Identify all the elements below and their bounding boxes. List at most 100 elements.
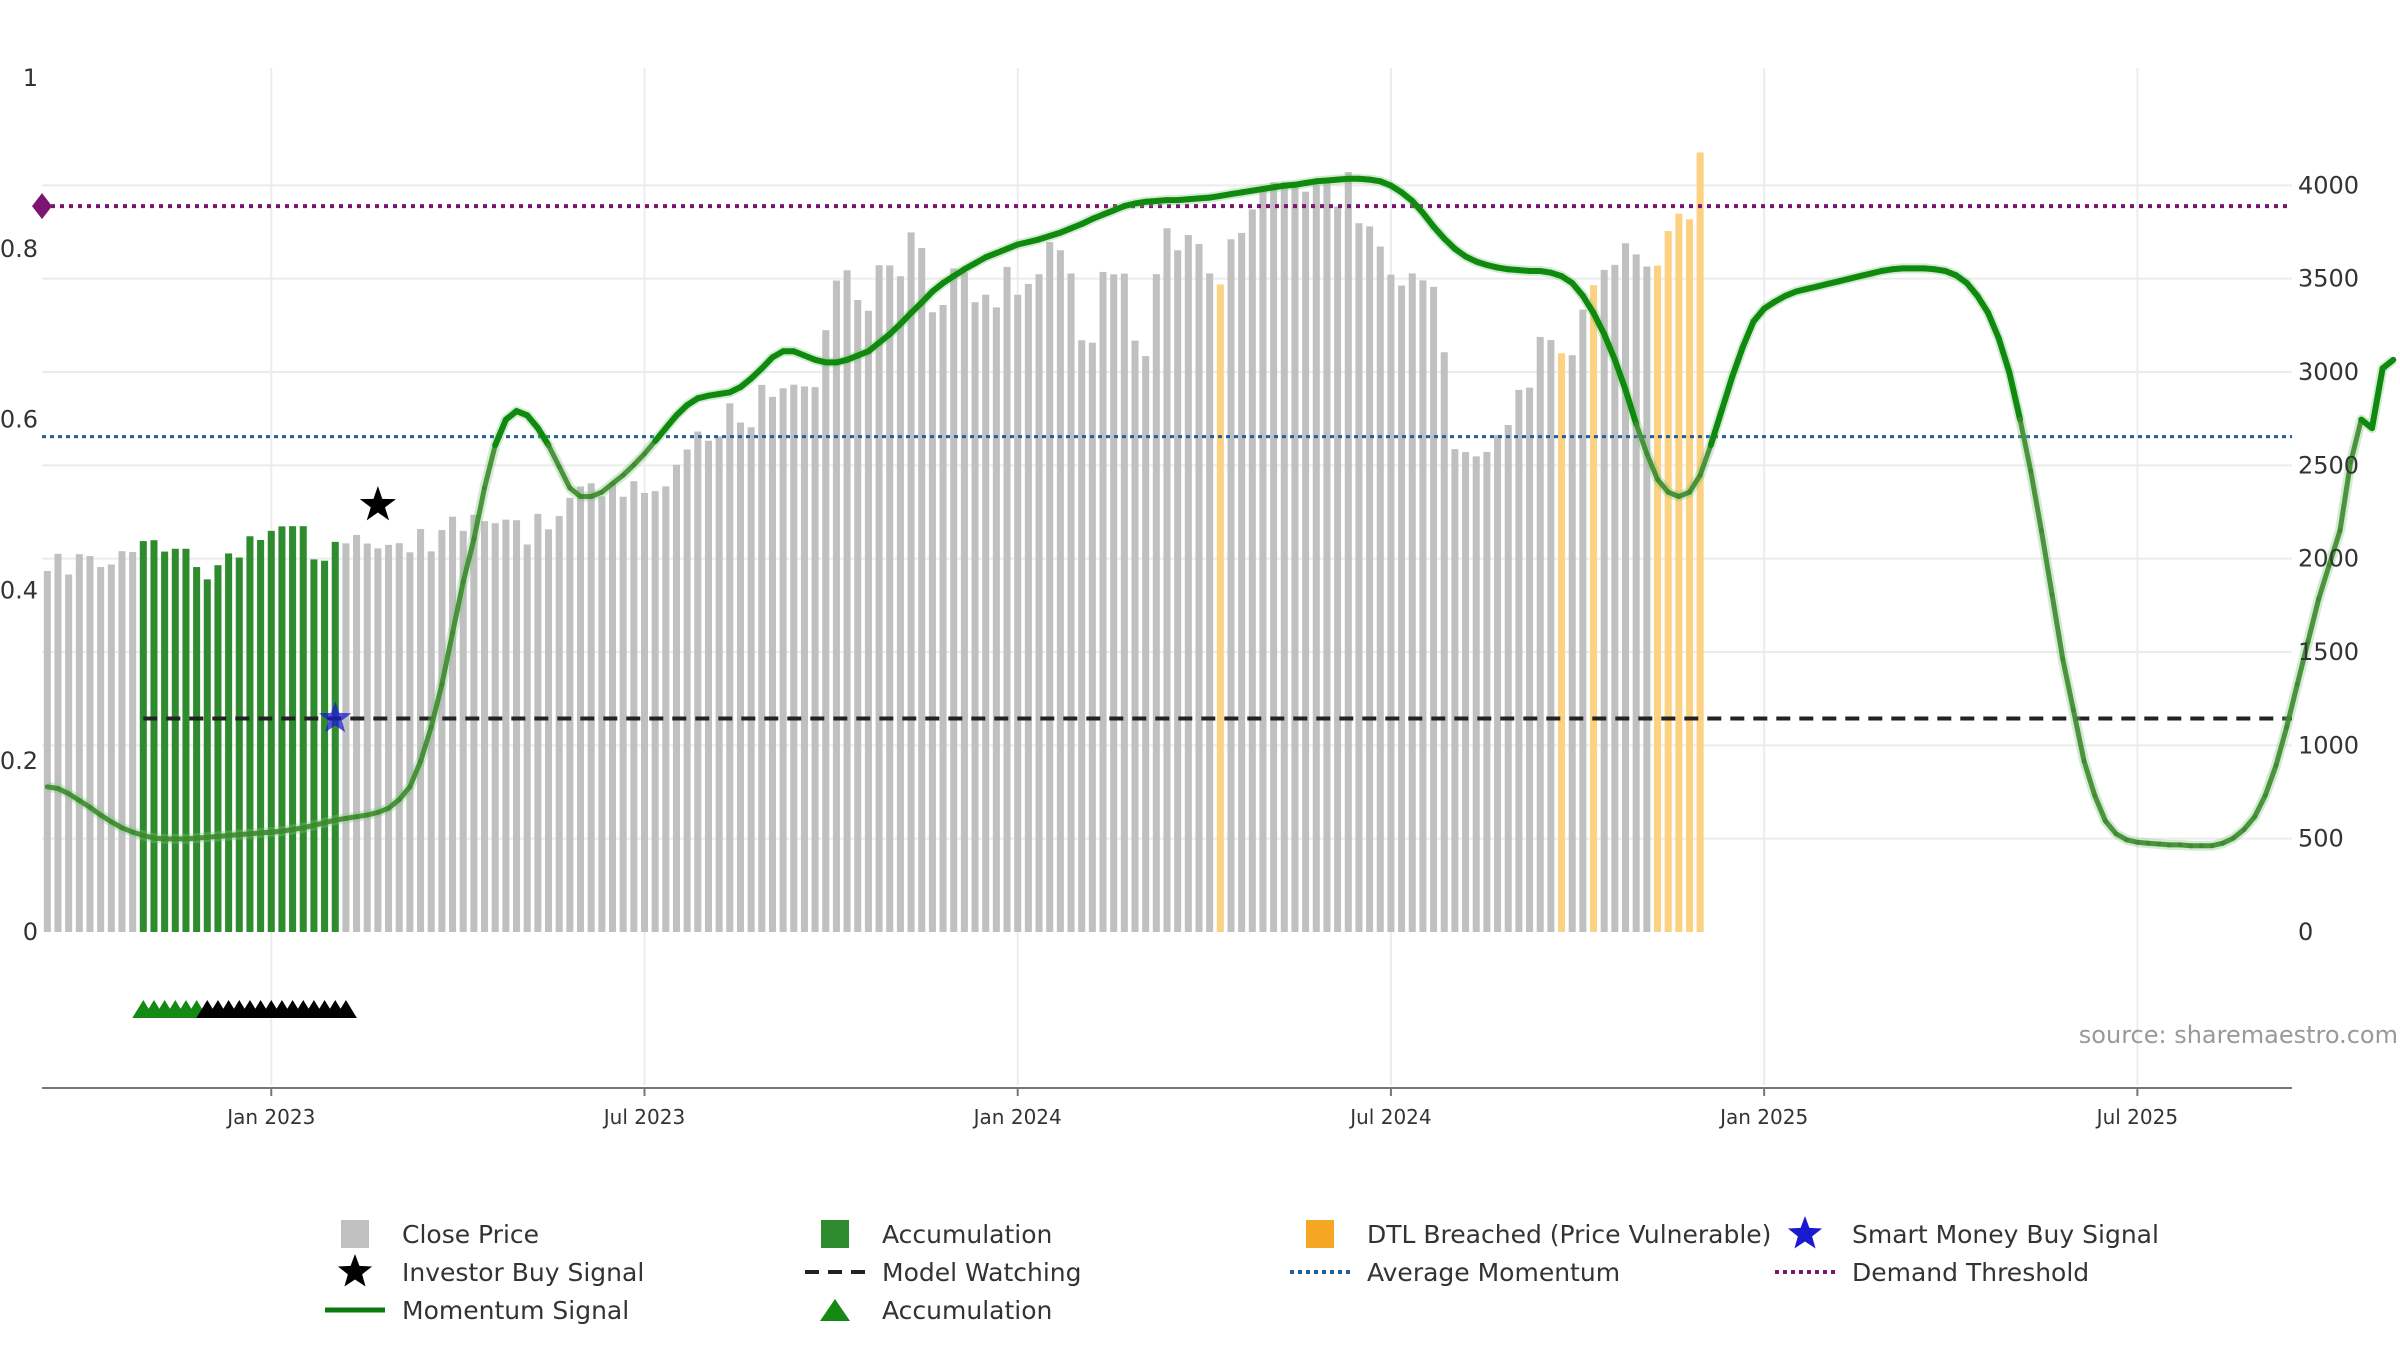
close-price-bar bbox=[342, 543, 350, 932]
close-price-bar bbox=[97, 567, 105, 932]
close-price-bar bbox=[523, 544, 531, 932]
momentum-signal-segment bbox=[2102, 818, 2119, 837]
momentum-signal-segment bbox=[2017, 417, 2034, 474]
accumulation-bar bbox=[171, 548, 179, 932]
momentum-signal-segment bbox=[2273, 724, 2290, 768]
x-axis-tick-label: Jul 2025 bbox=[2095, 1105, 2178, 1129]
close-price-bar bbox=[1622, 243, 1630, 932]
accumulation-bar bbox=[246, 536, 254, 932]
dtl-breached-bar bbox=[1654, 265, 1662, 933]
close-price-bar bbox=[1536, 336, 1544, 932]
momentum-signal-segment bbox=[1601, 331, 1618, 363]
close-price-bar bbox=[427, 551, 435, 932]
close-price-bar bbox=[1291, 185, 1299, 932]
close-price-bar bbox=[1184, 234, 1192, 932]
close-price-bar bbox=[982, 294, 990, 933]
close-price-bar bbox=[1131, 340, 1139, 932]
accumulation-bar bbox=[299, 526, 307, 932]
demand-threshold-marker bbox=[32, 193, 52, 220]
close-price-bar bbox=[854, 299, 862, 932]
legend-close-price-label: Close Price bbox=[402, 1219, 540, 1249]
left-axis-tick-label: 0.8 bbox=[0, 235, 38, 263]
close-price-bar bbox=[960, 272, 968, 932]
close-price-bar bbox=[1280, 184, 1288, 932]
momentum-signal-segment bbox=[482, 442, 498, 491]
dtl-breached-bar bbox=[1675, 213, 1683, 932]
close-price-bar bbox=[1270, 182, 1278, 932]
close-price-bar bbox=[864, 310, 872, 933]
right-axis-tick-label: 1500 bbox=[2298, 638, 2359, 666]
momentum-signal-segment bbox=[2348, 417, 2364, 465]
close-price-bar bbox=[129, 551, 137, 932]
close-price-bar bbox=[1024, 283, 1032, 933]
close-price-bar bbox=[1408, 273, 1416, 932]
momentum-signal-segment bbox=[2305, 596, 2322, 645]
left-axis-tick-label: 0.2 bbox=[0, 747, 38, 775]
momentum-signal-segment bbox=[2262, 763, 2279, 798]
close-price-bar bbox=[395, 543, 403, 932]
right-axis-tick-label: 4000 bbox=[2298, 171, 2359, 199]
close-price-bar bbox=[822, 330, 830, 933]
close-price-bar bbox=[534, 513, 542, 932]
close-price-bar bbox=[1323, 180, 1331, 933]
accumulation-bar bbox=[257, 540, 265, 932]
black-star-icon bbox=[320, 1253, 390, 1291]
accumulation-bar bbox=[331, 541, 339, 932]
momentum-signal-segment bbox=[428, 681, 445, 730]
close-price-bar bbox=[544, 529, 553, 932]
momentum-signal-segment bbox=[1655, 476, 1671, 495]
close-price-bar bbox=[1462, 452, 1470, 932]
close-price-bar bbox=[1238, 232, 1246, 932]
right-axis-tick-label: 3500 bbox=[2298, 265, 2359, 293]
dtl-breached-bar bbox=[1590, 285, 1598, 932]
close-price-bar bbox=[1568, 355, 1576, 932]
x-axis-tick-label: Jul 2024 bbox=[1348, 1105, 1431, 1129]
close-price-bar bbox=[353, 534, 361, 932]
close-price-bar bbox=[1078, 340, 1086, 932]
accumulation-bar bbox=[321, 560, 329, 932]
legend-dtl-label: DTL Breached (Price Vulnerable) bbox=[1367, 1219, 1772, 1249]
close-price-bar bbox=[54, 553, 62, 932]
close-price-bar bbox=[662, 486, 670, 932]
close-price-bar bbox=[1174, 250, 1182, 932]
accumulation-bar bbox=[310, 559, 318, 932]
momentum-signal-segment bbox=[1633, 421, 1650, 457]
momentum-signal-segment bbox=[2284, 681, 2300, 730]
close-price-bar bbox=[971, 302, 979, 933]
momentum-signal-segment bbox=[2006, 369, 2024, 423]
accumulation-bar bbox=[267, 530, 275, 932]
close-price-bar bbox=[843, 270, 851, 932]
momentum-signal-segment bbox=[2081, 758, 2098, 798]
close-price-bar bbox=[1003, 266, 1011, 932]
close-price-bar bbox=[683, 449, 691, 932]
green-line-icon bbox=[320, 1291, 390, 1329]
source-label: source: sharemaestro.com bbox=[2079, 1021, 2398, 1049]
momentum-signal-segment bbox=[407, 758, 424, 790]
legend-accumulation-label: Accumulation bbox=[882, 1219, 1053, 1249]
momentum-signal-segment bbox=[534, 425, 552, 449]
momentum-signal-segment bbox=[1729, 344, 1746, 380]
legend-investor-buy-signal: Investor Buy Signal bbox=[320, 1253, 644, 1291]
close-price-bar bbox=[1600, 269, 1608, 933]
close-price-bar bbox=[640, 492, 649, 932]
left-axis-tick-label: 0 bbox=[23, 918, 38, 946]
legend-investor-label: Investor Buy Signal bbox=[402, 1257, 645, 1287]
close-price-bar bbox=[747, 427, 755, 932]
axes: 0 0.2 0.4 0.6 0.8 1 0 500 1000 1500 2000 2500 3000 35… bbox=[0, 64, 2359, 1129]
close-price-bar bbox=[875, 265, 883, 932]
close-price-bar bbox=[1227, 239, 1235, 932]
close-price-bar bbox=[619, 496, 627, 932]
close-price-bar bbox=[1163, 228, 1171, 932]
close-price-bar bbox=[598, 496, 606, 932]
investor-buy-signal-star bbox=[359, 486, 396, 521]
close-price-bar bbox=[513, 520, 521, 932]
momentum-signal-segment bbox=[471, 485, 487, 542]
dtl-breached-bar bbox=[1216, 284, 1224, 932]
momentum-signal-segment bbox=[2092, 792, 2108, 824]
close-price-bar bbox=[1035, 274, 1043, 933]
close-price-bar bbox=[1376, 246, 1384, 932]
legend-model-watching: Model Watching bbox=[800, 1253, 1082, 1291]
close-price-bar bbox=[470, 514, 478, 932]
right-axis-tick-label: 2000 bbox=[2298, 545, 2359, 573]
left-axis-tick-label: 1 bbox=[23, 64, 38, 92]
